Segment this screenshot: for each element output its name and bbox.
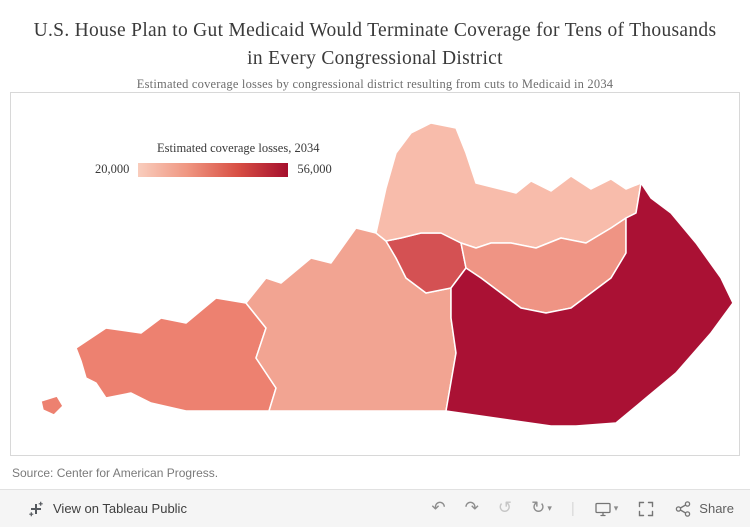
page-subtitle: Estimated coverage losses by congression…: [136, 77, 614, 92]
legend-min-label: 20,000: [95, 162, 130, 176]
refresh-caret-icon: ▾: [547, 503, 552, 514]
undo-icon: ↶: [431, 498, 446, 518]
share-icon: [676, 500, 691, 517]
redo-icon: ↷: [464, 498, 479, 518]
device-preview-caret-icon: ▾: [613, 503, 619, 514]
device-preview-button[interactable]: ▾: [594, 500, 619, 518]
source-note: Source: Center for American Progress.: [12, 466, 219, 480]
device-preview-icon: [595, 502, 611, 516]
viz-card: Estimated coverage losses, 2034 20,000 5…: [10, 92, 740, 456]
district-d4-north[interactable]: [375, 122, 642, 249]
redo-button[interactable]: ↷: [465, 500, 479, 517]
fullscreen-button[interactable]: [637, 500, 655, 518]
fullscreen-icon: [639, 501, 654, 516]
district-d5-east[interactable]: [445, 182, 734, 427]
view-on-tableau-public-link[interactable]: View on Tableau Public: [28, 501, 187, 517]
legend-gradient-bar: [138, 162, 289, 177]
tableau-logo-icon: [29, 501, 43, 516]
kentucky-map[interactable]: [11, 93, 739, 455]
revert-button[interactable]: ↺: [498, 500, 512, 517]
district-d1-west-tip[interactable]: [40, 395, 64, 416]
share-label: Share: [699, 501, 734, 516]
tableau-toolbar: View on Tableau Public ↶ ↷ ↺ ↻ ▾ | ▾: [0, 489, 750, 527]
legend-max-label: 56,000: [297, 162, 332, 176]
share-button[interactable]: Share: [674, 500, 734, 518]
view-on-tableau-public-label: View on Tableau Public: [53, 501, 187, 516]
page-title: U.S. House Plan to Gut Medicaid Would Te…: [0, 17, 750, 72]
page-title-line1: U.S. House Plan to Gut Medicaid Would Te…: [33, 20, 717, 41]
toolbar-divider: |: [570, 500, 575, 517]
refresh-icon: ↻: [531, 498, 546, 518]
refresh-button[interactable]: ↻ ▾: [531, 500, 552, 517]
undo-button[interactable]: ↶: [431, 500, 445, 517]
district-d1-west[interactable]: [75, 297, 277, 412]
viz-header: U.S. House Plan to Gut Medicaid Would Te…: [0, 0, 750, 92]
color-legend: Estimated coverage losses, 2034 20,000 5…: [95, 141, 332, 177]
legend-title: Estimated coverage losses, 2034: [157, 141, 320, 155]
revert-icon: ↺: [497, 498, 513, 518]
page-title-line2: in Every Congressional District: [247, 47, 503, 69]
